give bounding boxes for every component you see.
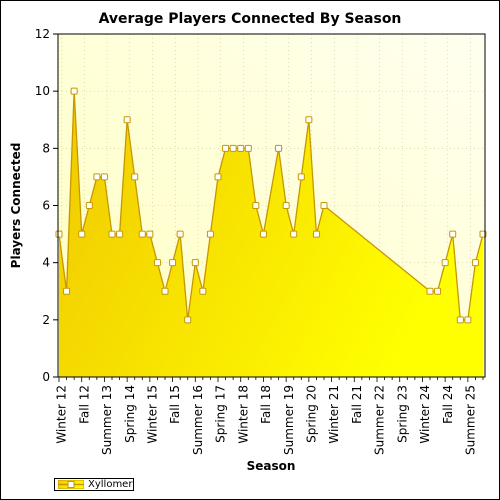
x-tick-label: Fall 15 xyxy=(168,385,182,424)
axes: 0 2 4 6 8 10 12 Winter 12 Fall 12 Summer 13 Spring… xyxy=(35,27,486,455)
y-tick-label: 0 xyxy=(42,370,50,384)
data-point-marker xyxy=(184,316,192,324)
data-point-marker xyxy=(252,202,260,209)
x-tick-label: Fall 21 xyxy=(350,385,364,424)
chart-title: Average Players Connected By Season xyxy=(99,11,402,27)
data-point-marker xyxy=(282,202,290,209)
y-tick-label: 6 xyxy=(42,199,50,213)
data-point-marker xyxy=(312,230,320,238)
x-tick-label: Spring 20 xyxy=(305,385,319,443)
x-tick-label: Spring 14 xyxy=(123,385,137,443)
data-point-marker xyxy=(108,230,116,238)
data-point-marker xyxy=(456,316,464,324)
x-tick-label: Fall 12 xyxy=(77,385,91,424)
y-tick-label: 10 xyxy=(35,84,50,98)
data-point-marker xyxy=(55,230,63,238)
data-point-marker xyxy=(259,230,267,238)
legend-label: Xyllomer xyxy=(88,479,133,490)
legend-swatch-icon xyxy=(58,480,84,489)
data-point-marker xyxy=(153,259,161,267)
data-point-marker xyxy=(138,230,146,238)
data-point-marker xyxy=(191,259,199,267)
series-area xyxy=(55,87,487,378)
data-point-marker xyxy=(161,287,169,295)
x-tick-label: Winter 18 xyxy=(236,385,250,444)
x-axis-label: Season xyxy=(247,459,296,473)
data-point-marker xyxy=(100,173,108,181)
y-axis-label: Players Connected xyxy=(9,143,23,269)
legend: Xyllomer xyxy=(54,478,134,491)
x-tick-label: Winter 15 xyxy=(146,385,160,444)
x-tick-label: Summer 13 xyxy=(100,385,114,455)
data-point-marker xyxy=(70,87,78,95)
x-tick-label: Summer 25 xyxy=(464,385,478,455)
x-tick-label: Fall 18 xyxy=(259,385,273,424)
data-point-marker xyxy=(237,144,245,152)
y-tick-label: 8 xyxy=(42,141,50,155)
data-point-marker xyxy=(85,202,93,209)
data-point-marker xyxy=(116,230,124,238)
data-point-marker xyxy=(244,144,252,152)
data-point-marker xyxy=(93,173,101,181)
data-point-marker xyxy=(229,144,237,152)
y-tick-label: 4 xyxy=(42,256,50,270)
series-area-fill xyxy=(59,91,483,378)
x-tick-label: Summer 16 xyxy=(191,385,205,455)
data-point-marker xyxy=(464,316,472,324)
data-point-marker xyxy=(78,230,86,238)
data-point-marker xyxy=(434,287,442,295)
x-tick-label: Fall 24 xyxy=(441,385,455,424)
data-point-marker xyxy=(131,173,139,181)
data-point-marker xyxy=(305,116,313,124)
data-point-marker xyxy=(275,144,283,152)
x-tick-label: Winter 21 xyxy=(327,385,341,444)
data-point-marker xyxy=(214,173,222,181)
data-point-marker xyxy=(426,287,434,295)
data-point-marker xyxy=(146,230,154,238)
data-point-marker xyxy=(63,287,71,295)
x-tick-label: Summer 19 xyxy=(282,385,296,455)
data-point-marker xyxy=(123,116,131,124)
data-point-marker xyxy=(199,287,207,295)
x-tick-label: Summer 22 xyxy=(373,385,387,455)
data-point-marker xyxy=(471,259,479,267)
y-tick-label: 12 xyxy=(35,27,50,41)
x-tick-label: Winter 12 xyxy=(55,385,69,444)
y-tick-label: 2 xyxy=(42,313,50,327)
data-point-marker xyxy=(176,230,184,238)
data-point-marker xyxy=(320,202,328,209)
x-tick-label: Spring 23 xyxy=(395,385,409,443)
data-point-marker xyxy=(290,230,298,238)
data-point-marker xyxy=(297,173,305,181)
data-point-marker xyxy=(222,144,230,152)
x-tick-label: Winter 24 xyxy=(418,385,432,444)
data-point-marker xyxy=(206,230,214,238)
data-point-marker xyxy=(169,259,177,267)
data-point-marker xyxy=(441,259,449,267)
data-point-marker xyxy=(449,230,457,238)
x-tick-label: Spring 17 xyxy=(214,385,228,443)
